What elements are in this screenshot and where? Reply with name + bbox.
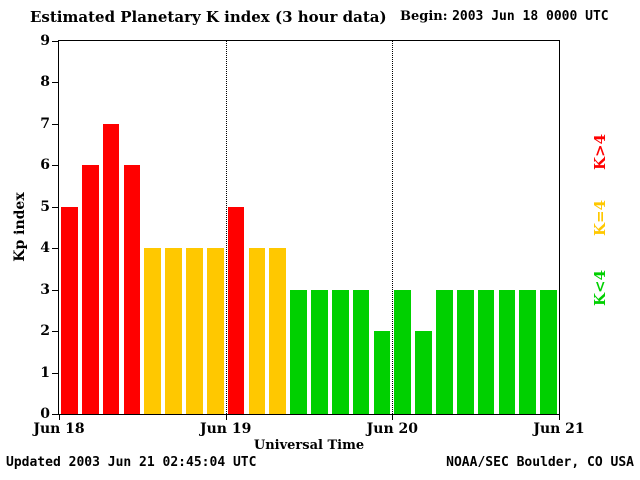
y-tick-label: 7 [40,115,50,132]
kp-bar [290,289,307,414]
y-tick-mark [52,206,58,208]
y-tick-mark [52,372,58,374]
x-axis-ticks: Jun 18 Jun 19 Jun 20 Jun 21 [33,415,585,439]
legend-item: K>4 [591,133,609,171]
y-tick-mark [52,248,58,250]
x-tick-mark [225,415,227,420]
kp-bar [331,289,349,414]
kp-bar [165,248,182,414]
kp-bar [123,165,141,414]
updated-timestamp: Updated 2003 Jun 21 02:45:04 UTC [6,455,257,470]
legend-item: K<4 [591,269,609,307]
kp-bar [248,248,266,414]
kp-bar [540,289,557,414]
kp-bar [61,206,78,414]
y-tick-mark [52,331,58,333]
x-tick-label: Jun 18 [33,421,85,437]
y-tick-label: 3 [40,281,50,298]
kp-bar [519,289,537,414]
legend-item: K=4 [591,199,609,237]
x-tick-label: Jun 20 [366,421,418,437]
plot-area [58,40,560,415]
y-tick-label: 4 [40,240,50,257]
y-tick-label: 0 [40,406,50,422]
y-tick-mark [52,41,58,42]
kp-bar [456,289,474,414]
kp-bar [394,289,412,414]
kp-bar [311,289,328,414]
x-tick-label: Jun 19 [199,421,252,437]
begin-value: 2003 Jun 18 0000 UTC [452,9,609,24]
kp-bar [436,289,453,414]
kp-bar [498,289,516,414]
x-tick-mark [559,415,560,420]
y-tick-label: 6 [40,157,50,174]
y-tick-mark [52,165,58,167]
begin-label: Begin: [400,9,448,24]
y-tick-mark [52,123,58,125]
y-tick-label: 2 [40,323,50,340]
credit-text: NOAA/SEC Boulder, CO USA [446,455,634,470]
kp-bar [206,248,224,414]
kp-bar [186,248,203,414]
y-tick-label: 5 [40,198,50,215]
day-boundary-gridline [392,41,394,414]
y-tick-label: 8 [40,74,50,91]
chart-title: Estimated Planetary K index (3 hour data… [30,8,387,26]
kp-bar [415,331,432,414]
kp-bar [81,165,99,414]
kp-bar [477,289,495,414]
x-axis-title: Universal Time [253,438,365,453]
kp-bar [373,331,391,414]
kp-bar [102,123,120,414]
kp-bar [269,248,287,414]
y-tick-label: 9 [40,33,50,49]
y-tick-label: 1 [40,364,50,381]
begin-timestamp: Begin: 2003 Jun 18 0000 UTC [400,9,609,24]
y-tick-mark [52,82,58,84]
kp-bar [144,248,162,414]
x-tick-mark [392,415,394,420]
kp-bar [227,206,245,414]
x-tick-mark [59,415,60,420]
kp-bar [352,289,370,414]
x-tick-label: Jun 21 [533,421,585,437]
y-tick-mark [52,289,58,291]
day-boundary-gridline [225,41,227,414]
y-tick-mark [52,414,58,415]
